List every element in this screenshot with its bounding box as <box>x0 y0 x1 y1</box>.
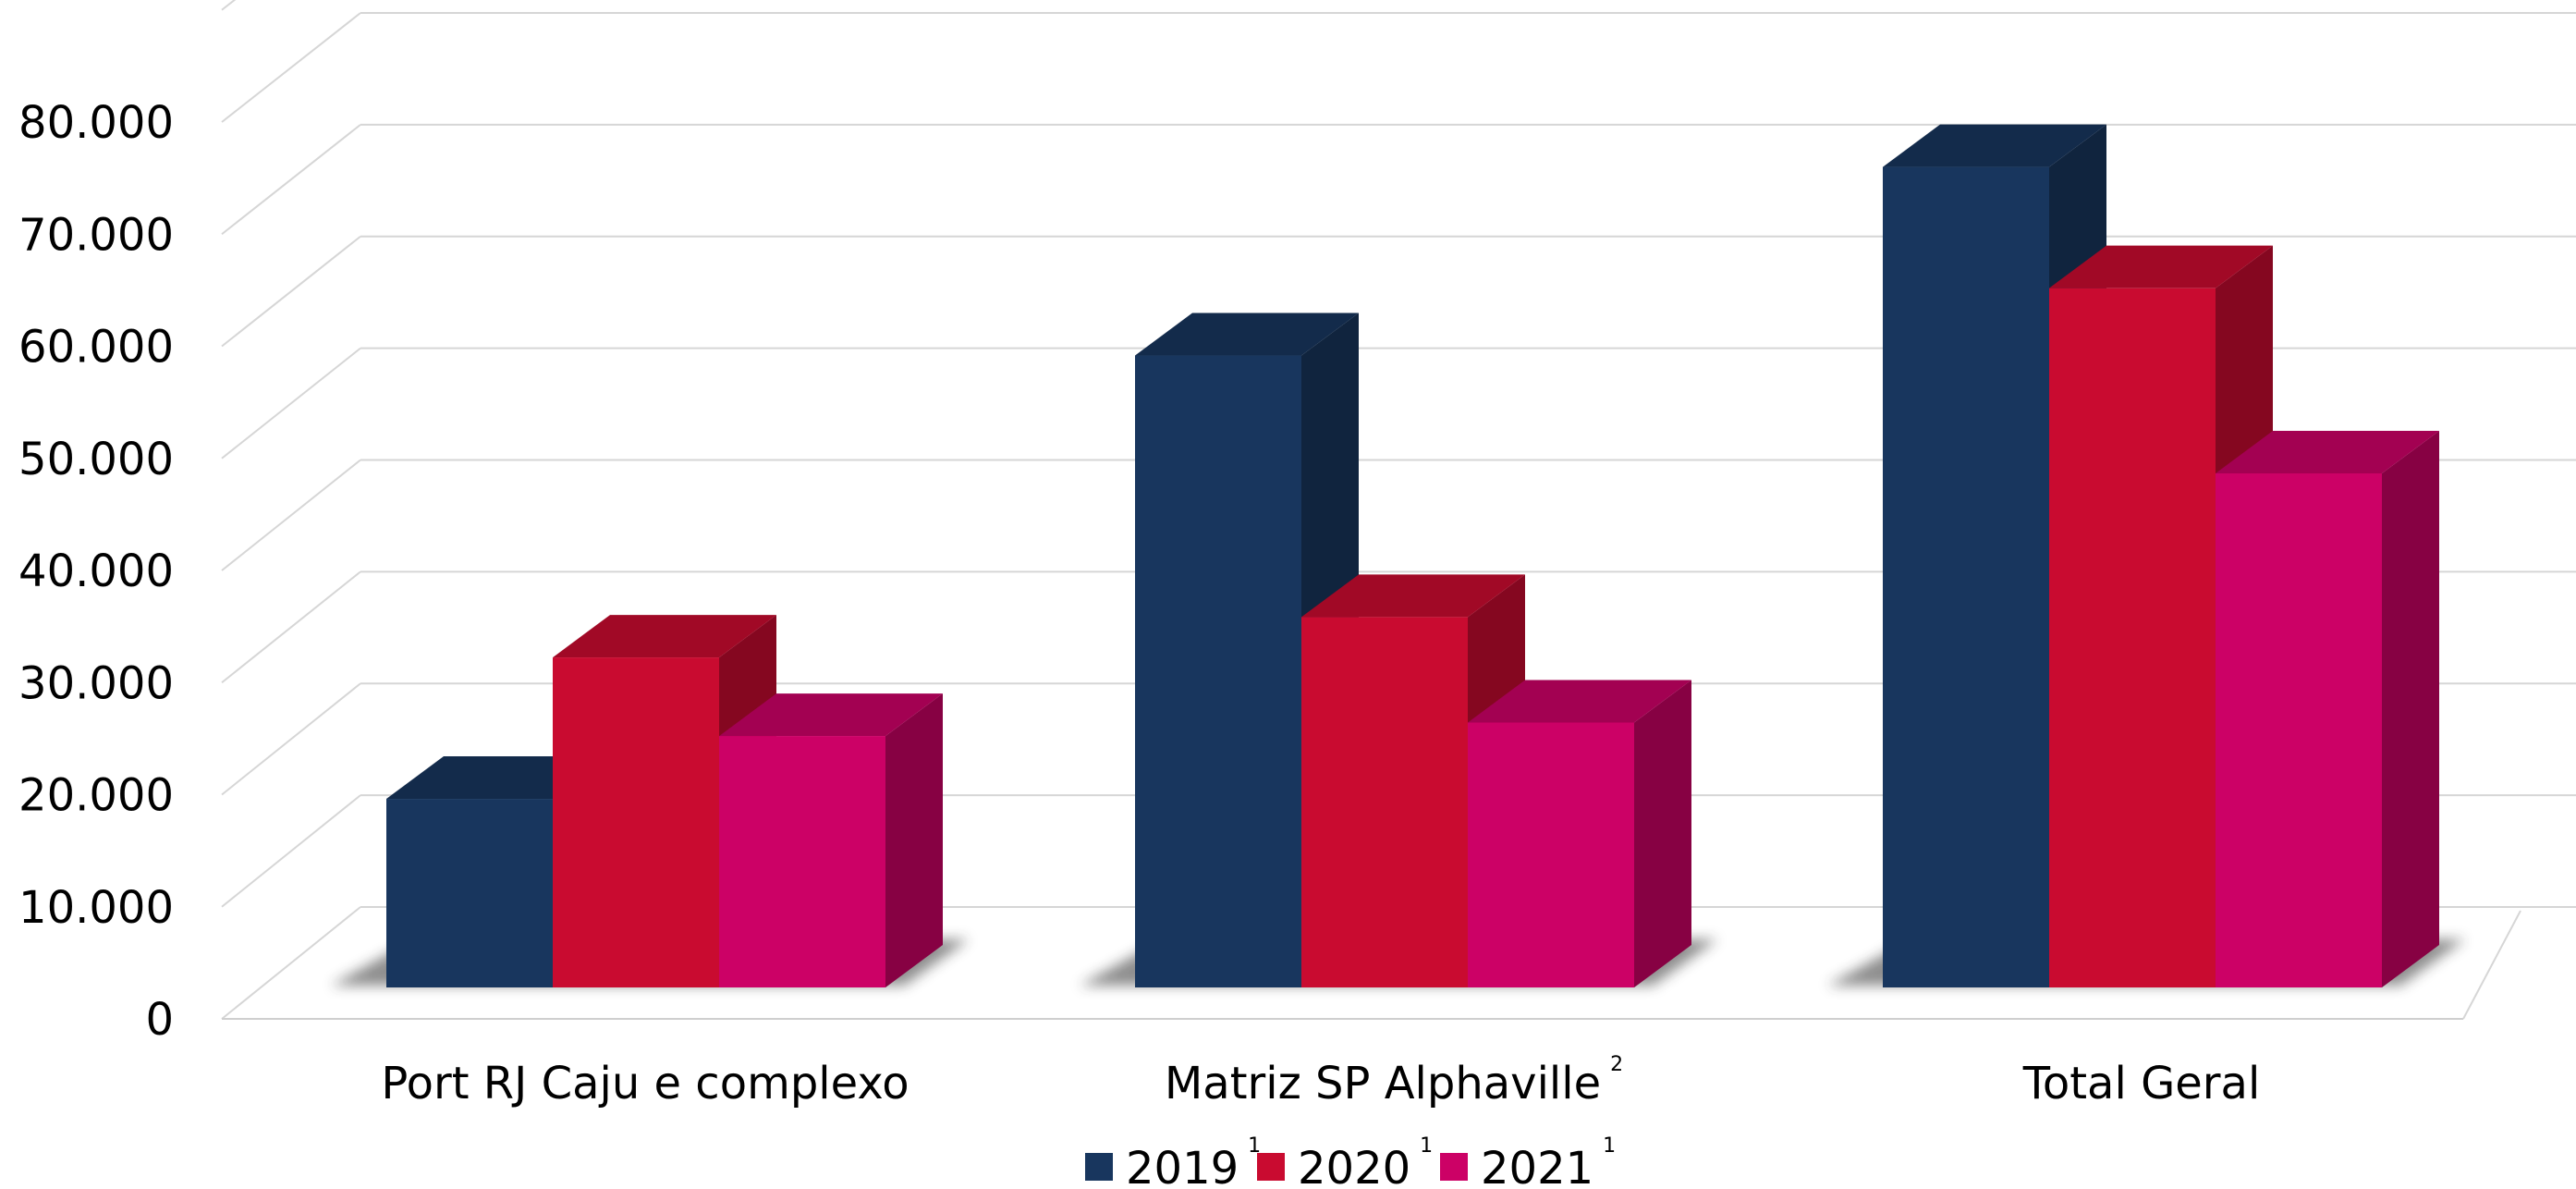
bar <box>2216 430 2439 987</box>
legend-item: 2019 1 <box>1085 1134 1261 1189</box>
y-tick-label: 70.000 <box>18 209 174 261</box>
y-tick-label: 10.000 <box>18 882 174 934</box>
y-tick-label: 30.000 <box>18 657 174 709</box>
x-category-label: Matriz SP Alphaville 2 <box>1165 1053 1623 1109</box>
y-tick-label: 40.000 <box>18 545 174 597</box>
y-tick-label: 60.000 <box>18 322 174 374</box>
gridline <box>221 12 2576 123</box>
legend-swatch <box>1257 1153 1285 1181</box>
y-tick-label: 0 <box>145 994 174 1046</box>
legend-label: 2021 1 <box>1481 1134 1616 1189</box>
legend-item: 2021 1 <box>1440 1134 1616 1189</box>
x-category-label: Port RJ Caju e complexo <box>381 1058 909 1109</box>
gridline <box>221 0 237 11</box>
x-category-label: Total Geral <box>2022 1058 2261 1109</box>
gridline <box>221 123 2576 236</box>
y-tick-label: 80.000 <box>18 97 174 149</box>
y-tick-label: 50.000 <box>18 434 174 485</box>
y-axis-tick-labels: 0 10.000 20.000 30.000 40.000 50.000 60.000 70.… <box>18 97 174 1046</box>
legend-swatch <box>1085 1153 1113 1181</box>
legend-item: 2020 1 <box>1257 1134 1433 1189</box>
x-axis-category-labels: Port RJ Caju e complexo Matriz SP Alphavi… <box>381 1053 2260 1109</box>
bars <box>386 124 2439 988</box>
y-tick-label: 20.000 <box>18 770 174 822</box>
gridline <box>221 235 2576 348</box>
bar <box>719 693 943 987</box>
legend: 2019 1 2020 1 2021 1 <box>1085 1134 1616 1189</box>
legend-label: 2019 1 <box>1126 1134 1261 1189</box>
legend-label: 2020 1 <box>1298 1134 1433 1189</box>
legend-swatch <box>1440 1153 1468 1181</box>
bar <box>1468 680 1691 987</box>
